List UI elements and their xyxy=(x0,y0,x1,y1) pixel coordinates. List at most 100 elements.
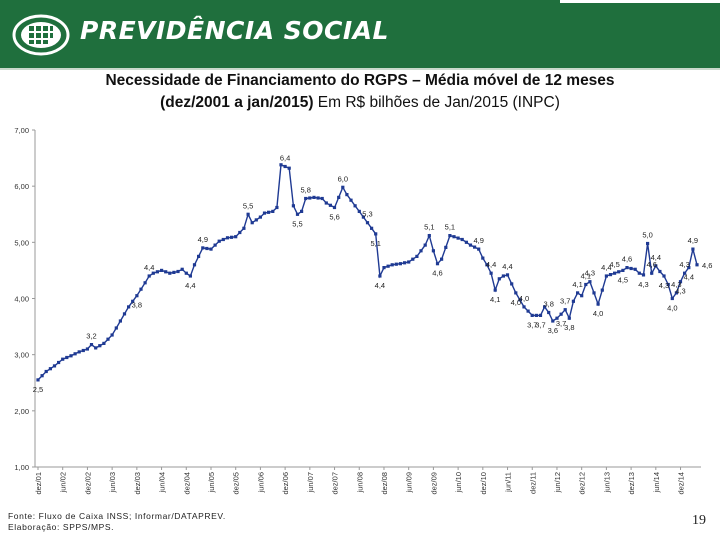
x-tick-label: jun/04 xyxy=(158,472,167,493)
data-label: 4,3 xyxy=(675,287,685,296)
data-point xyxy=(678,280,683,284)
data-point xyxy=(176,269,180,274)
data-point xyxy=(398,262,402,266)
data-point xyxy=(147,274,151,278)
chart-title-line1: Necessidade de Financiamento do RGPS – M… xyxy=(105,72,615,89)
data-point xyxy=(563,308,567,312)
data-point xyxy=(654,264,658,268)
data-label: 3,6 xyxy=(548,326,558,335)
data-label: 5,1 xyxy=(424,223,434,232)
data-point xyxy=(267,210,271,214)
data-label: 5,6 xyxy=(329,213,339,222)
x-tick-label: jun/05 xyxy=(207,472,216,493)
data-point xyxy=(505,273,510,277)
brand-title: PREVIDÊNCIA SOCIAL xyxy=(80,16,389,45)
data-point xyxy=(127,305,131,309)
data-point xyxy=(662,274,666,278)
y-tick-label: 7,00 xyxy=(14,126,29,135)
chart-title: Necessidade de Financiamento do RGPS – M… xyxy=(0,70,720,114)
data-label: 4,1 xyxy=(572,280,582,289)
data-label: 5,1 xyxy=(370,239,380,248)
data-point xyxy=(213,243,217,247)
data-point xyxy=(646,241,650,246)
data-point xyxy=(411,257,415,261)
data-label: 4,4 xyxy=(651,253,661,262)
data-label: 6,0 xyxy=(338,174,348,183)
data-point xyxy=(415,254,419,258)
data-point xyxy=(621,268,625,272)
data-point xyxy=(592,291,596,295)
data-point xyxy=(238,230,242,235)
data-label: 4,0 xyxy=(593,309,603,318)
data-point xyxy=(658,269,662,274)
x-tick-label: dez/09 xyxy=(429,472,438,495)
data-point xyxy=(61,357,65,361)
y-tick-label: 4,00 xyxy=(14,295,29,304)
data-label: 4,9 xyxy=(688,236,698,245)
data-point xyxy=(361,215,365,219)
data-point xyxy=(205,246,209,251)
data-label: 4,3 xyxy=(659,281,669,290)
data-point xyxy=(114,326,118,330)
x-tick-label: dez/06 xyxy=(281,472,290,495)
y-tick-label: 2,00 xyxy=(14,407,29,416)
data-label: 5,3 xyxy=(362,210,372,219)
data-point xyxy=(337,195,341,199)
previdencia-logo-icon xyxy=(12,14,70,56)
data-point xyxy=(217,239,221,243)
data-point xyxy=(403,261,407,265)
data-point xyxy=(57,360,61,365)
x-tick-label: jun/07 xyxy=(306,472,315,493)
data-point xyxy=(168,271,172,275)
data-label: 4,0 xyxy=(667,304,677,313)
data-point xyxy=(262,211,267,215)
data-label: 4,4 xyxy=(502,262,512,271)
data-label: 3,8 xyxy=(132,301,142,310)
x-tick-label: dez/04 xyxy=(182,472,191,495)
data-point xyxy=(510,282,514,286)
data-point xyxy=(477,247,481,251)
data-point xyxy=(36,378,40,382)
data-label: 4,4 xyxy=(684,273,694,282)
data-label: 4,3 xyxy=(585,269,595,278)
data-point xyxy=(674,291,678,295)
data-label: 4,1 xyxy=(581,272,591,281)
data-point xyxy=(555,316,559,320)
data-point xyxy=(695,263,699,267)
data-point xyxy=(44,369,48,374)
chart-title-line2: (dez/2001 a jan/2015) Em R$ bilhões de J… xyxy=(0,92,720,114)
x-tick-label: jun/06 xyxy=(256,472,265,493)
data-label: 5,1 xyxy=(445,223,455,232)
data-point xyxy=(110,333,114,337)
data-point xyxy=(48,367,52,371)
data-point xyxy=(98,344,102,348)
data-point xyxy=(250,221,254,225)
data-point xyxy=(613,271,617,275)
data-point xyxy=(40,374,44,378)
data-point xyxy=(456,236,460,240)
data-point xyxy=(69,354,73,358)
y-tick-label: 3,00 xyxy=(14,351,29,360)
data-label: 4,4 xyxy=(185,281,195,290)
data-point xyxy=(160,268,164,272)
data-point xyxy=(666,282,670,287)
x-tick-label: jun/08 xyxy=(355,472,364,493)
data-label: 4,4 xyxy=(486,260,496,269)
data-point xyxy=(452,235,456,239)
data-point xyxy=(73,352,77,356)
data-point xyxy=(580,294,584,298)
data-point xyxy=(106,337,110,341)
data-point xyxy=(493,288,497,292)
data-point xyxy=(608,273,613,277)
x-tick-label: jun/10 xyxy=(454,472,463,493)
data-point xyxy=(349,198,353,202)
data-label: 3,7 xyxy=(556,319,566,328)
data-label: 2,5 xyxy=(33,385,43,394)
data-point xyxy=(304,196,308,201)
data-label: 4,3 xyxy=(679,260,689,269)
data-label: 4,4 xyxy=(144,263,154,272)
data-label: 4,1 xyxy=(490,295,500,304)
data-label: 4,6 xyxy=(646,260,656,269)
data-point xyxy=(444,245,448,249)
data-point xyxy=(357,209,361,213)
